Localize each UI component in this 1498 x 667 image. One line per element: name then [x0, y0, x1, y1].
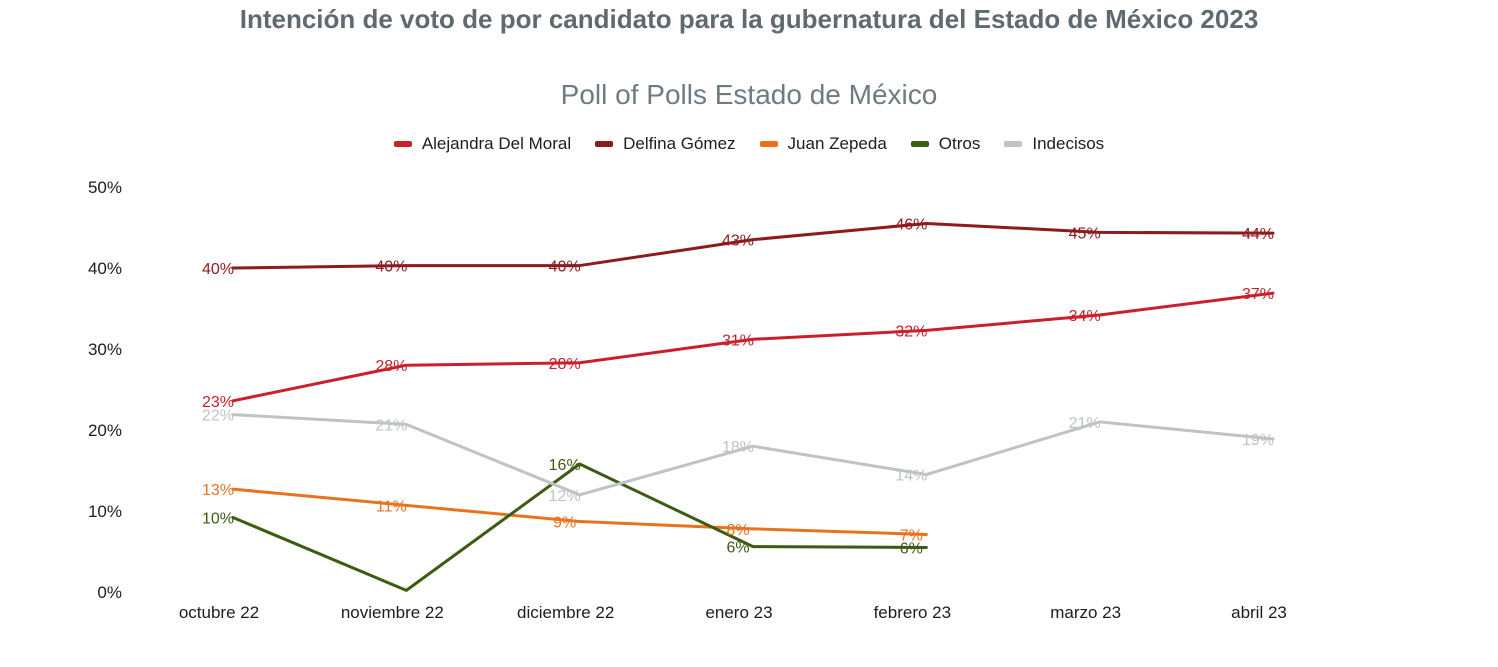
legend-swatch	[910, 141, 929, 147]
legend-label: Delfina Gómez	[623, 134, 736, 153]
legend-swatch	[595, 141, 614, 147]
data-label: 45%	[1069, 225, 1101, 242]
y-tick-label: 20%	[88, 421, 122, 440]
data-label: 13%	[202, 482, 234, 499]
data-label: 21%	[375, 417, 407, 434]
chart-legend: Alejandra Del Moral Delfina Gómez Juan Z…	[0, 134, 1498, 154]
data-label: 34%	[1069, 308, 1101, 325]
x-tick-label: diciembre 22	[517, 603, 614, 622]
legend-label: Indecisos	[1032, 134, 1105, 153]
data-label: 40%	[375, 259, 407, 276]
legend-item-indecisos: Indecisos	[1004, 134, 1104, 154]
legend-item-juan-zepeda: Juan Zepeda	[759, 134, 887, 154]
data-label: 44%	[1242, 226, 1274, 243]
legend-swatch	[759, 141, 778, 147]
y-tick-label: 10%	[88, 502, 122, 521]
data-label: 40%	[549, 259, 581, 276]
data-label: 10%	[202, 510, 234, 527]
series-line-otros	[231, 462, 928, 592]
legend-label: Juan Zepeda	[787, 134, 887, 153]
data-label: 22%	[202, 408, 234, 425]
x-tick-label: febrero 23	[874, 603, 952, 622]
legend-item-otros: Otros	[910, 134, 981, 154]
data-label: 7%	[900, 527, 923, 544]
series-line-juan-zepeda	[231, 487, 928, 536]
data-label: 46%	[895, 216, 927, 233]
data-label: 31%	[722, 332, 754, 349]
legend-swatch	[393, 141, 412, 147]
data-label: 43%	[722, 233, 754, 250]
series-line-alejandra-del-moral	[231, 291, 1275, 403]
chart-subtitle: Poll of Polls Estado de México	[560, 79, 938, 110]
y-tick-label: 0%	[97, 583, 122, 602]
y-tick-label: 40%	[88, 259, 122, 278]
legend-label: Otros	[938, 134, 981, 153]
data-label: 6%	[726, 540, 749, 557]
x-tick-label: noviembre 22	[341, 603, 444, 622]
data-label: 12%	[549, 488, 581, 505]
data-label: 21%	[1069, 415, 1101, 432]
data-label: 40%	[202, 261, 234, 278]
y-tick-label: 30%	[88, 340, 122, 359]
data-label: 9%	[553, 515, 576, 532]
legend-item-delfina-gomez: Delfina Gómez	[595, 134, 736, 154]
legend-item-alejandra-del-moral: Alejandra Del Moral	[393, 134, 572, 154]
y-tick-label: 50%	[88, 178, 122, 197]
data-label: 19%	[1242, 432, 1274, 449]
data-label: 28%	[375, 358, 407, 375]
x-tick-label: octubre 22	[179, 603, 259, 622]
data-label: 23%	[202, 394, 234, 411]
data-label: 32%	[895, 323, 927, 340]
data-label: 11%	[376, 498, 407, 515]
x-tick-label: marzo 23	[1050, 603, 1121, 622]
data-label: 8%	[726, 522, 749, 539]
legend-swatch	[1004, 141, 1023, 147]
data-label: 6%	[900, 540, 923, 557]
data-label: 28%	[549, 356, 581, 373]
x-tick-label: abril 23	[1231, 603, 1287, 622]
data-label: 16%	[549, 457, 581, 474]
data-label: 37%	[1242, 286, 1274, 303]
series-line-delfina-g-mez	[231, 221, 1275, 270]
x-tick-label: enero 23	[705, 603, 772, 622]
series-line-indecisos	[231, 413, 1275, 497]
chart-title: Intención de voto de por candidato para …	[239, 4, 1259, 34]
data-label: 14%	[895, 468, 927, 485]
legend-label: Alejandra Del Moral	[421, 134, 572, 153]
data-label: 18%	[722, 439, 754, 456]
